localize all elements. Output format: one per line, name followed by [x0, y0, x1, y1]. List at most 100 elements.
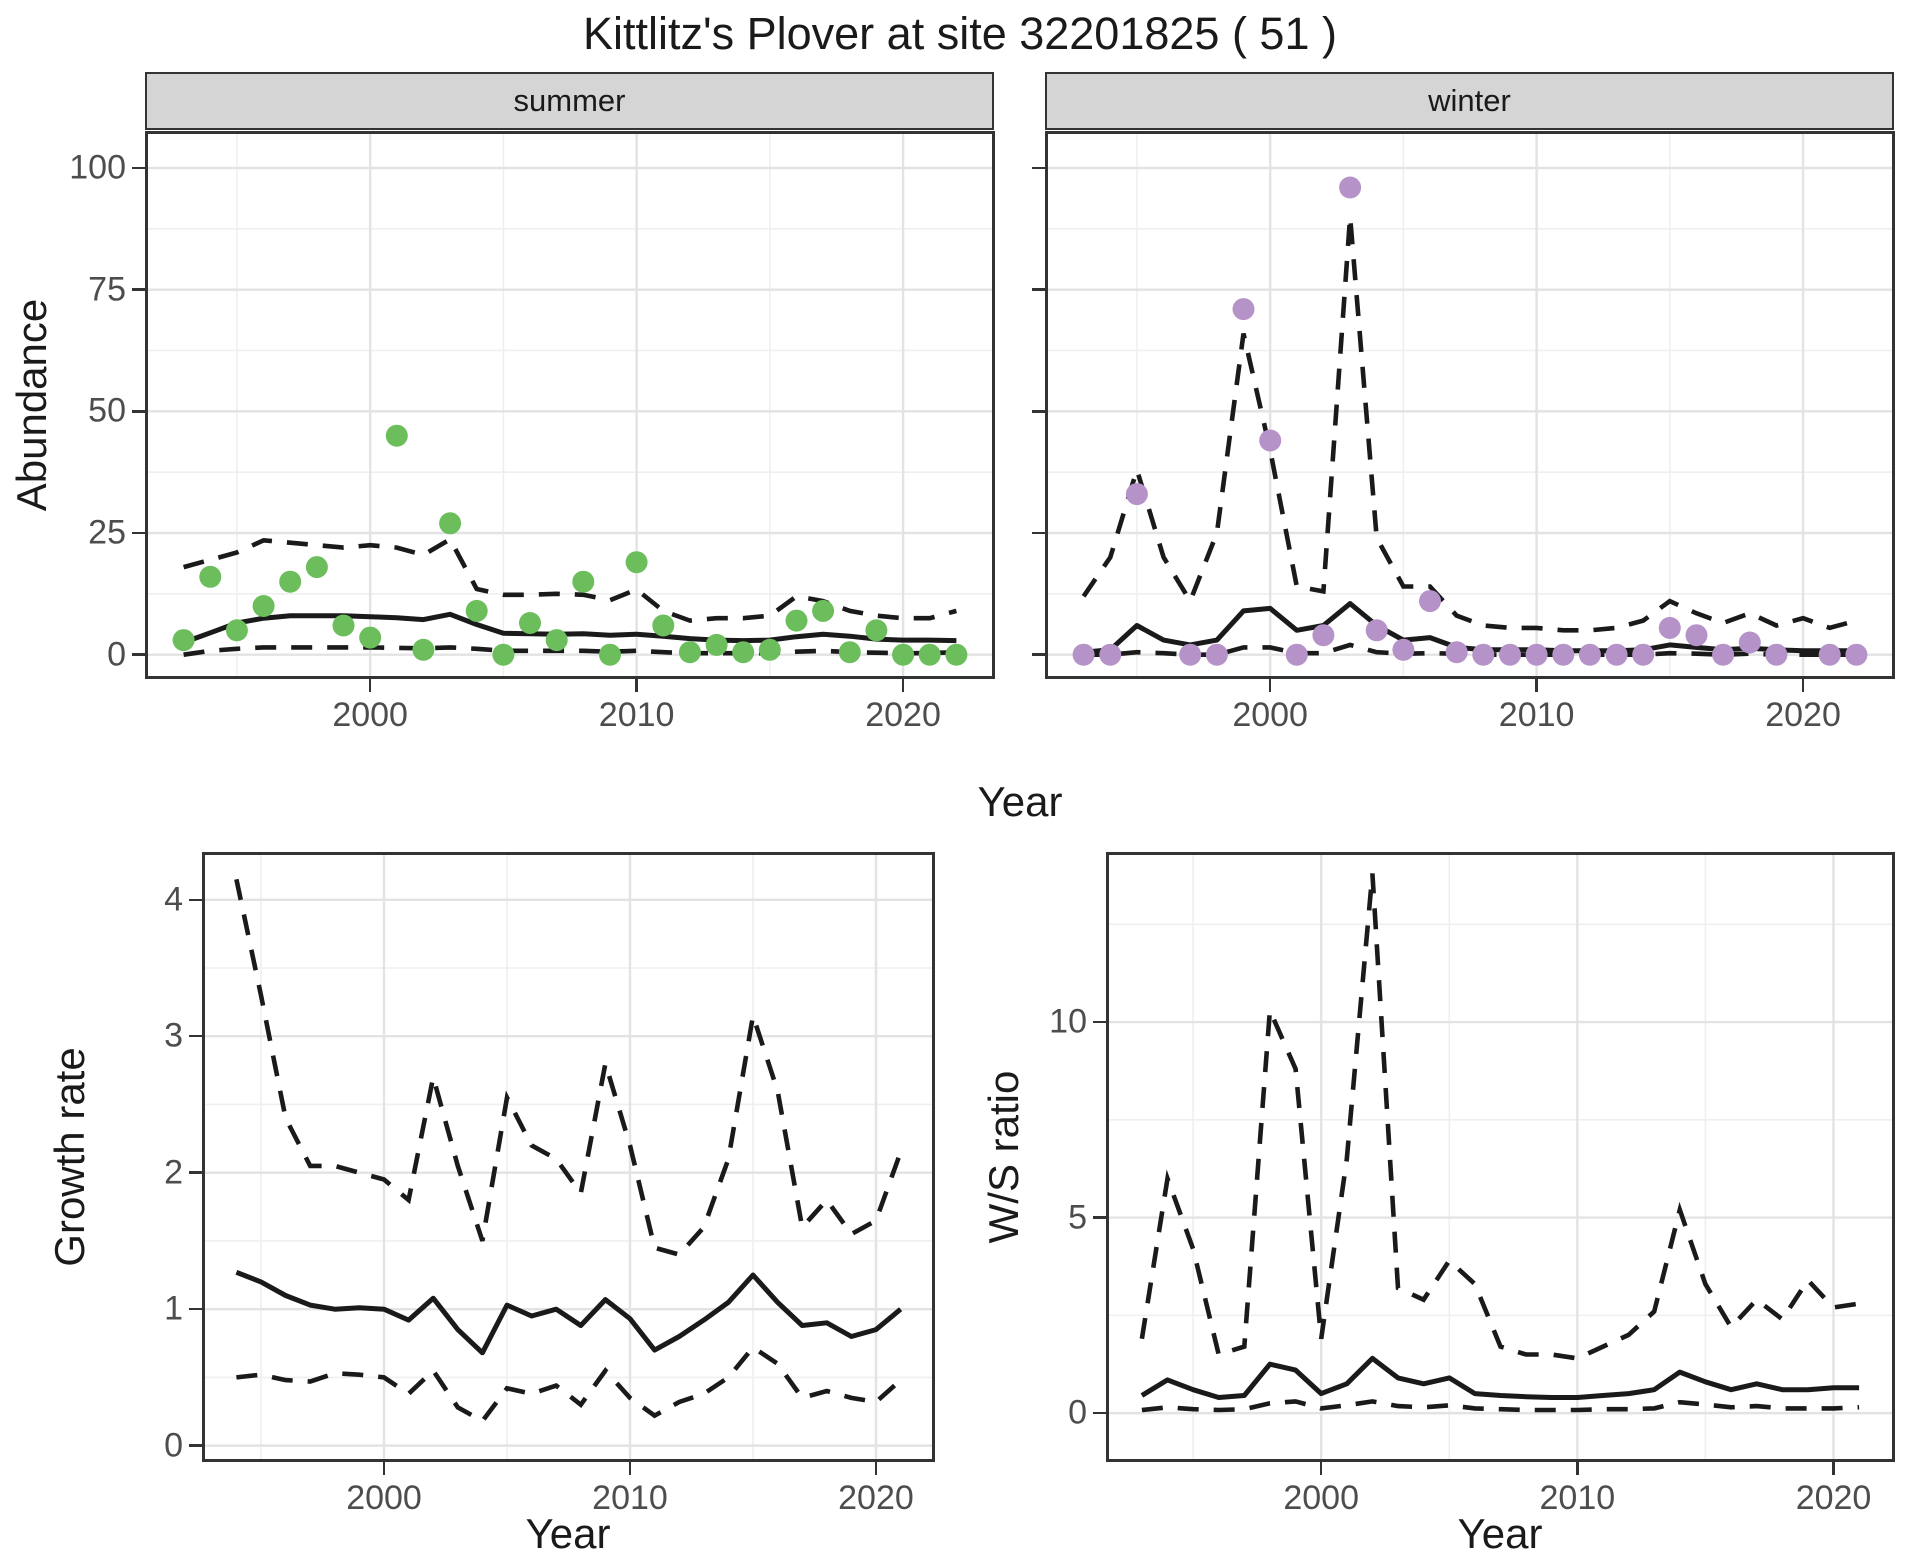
panel-abundance-winter — [1045, 131, 1895, 679]
observed-point — [1552, 643, 1575, 666]
observed-point — [1232, 298, 1255, 321]
y-tick-mark — [132, 531, 145, 535]
facet-strip-summer-label: summer — [513, 83, 626, 118]
observed-point — [1499, 643, 1521, 666]
y-tick-mark — [1093, 1216, 1106, 1219]
y-tick-mark — [1032, 531, 1045, 535]
median-line — [182, 611, 957, 645]
observed-point — [1392, 638, 1415, 661]
observed-point — [439, 512, 462, 535]
y-tick-mark — [1093, 1411, 1106, 1415]
y-tick-mark — [132, 288, 145, 291]
x-tick-mark — [1268, 679, 1272, 692]
x-tick-mark — [1801, 679, 1805, 692]
observed-point — [1365, 619, 1388, 642]
x-tick-label: 2010 — [598, 696, 675, 734]
observed-point — [279, 570, 302, 593]
median-line — [1140, 1355, 1860, 1400]
observed-point — [705, 633, 728, 656]
observed-point — [1179, 643, 1202, 666]
observed-point — [892, 643, 915, 666]
panel-growth-rate — [202, 852, 935, 1462]
observed-point — [1125, 483, 1148, 506]
observed-point — [732, 641, 755, 664]
observed-point — [492, 643, 515, 666]
observed-point — [1845, 643, 1868, 666]
x-tick-label: 2020 — [865, 696, 941, 734]
observed-point — [1419, 590, 1441, 613]
x-tick-label: 2000 — [332, 696, 408, 734]
observed-point — [305, 556, 328, 579]
observed-point — [465, 599, 488, 622]
panel-abundance-summer — [145, 131, 995, 679]
x-tick-label: 2020 — [1765, 696, 1841, 734]
top-x-axis-title: Year — [977, 778, 1063, 825]
y-tick-label: 10 — [1049, 1002, 1087, 1041]
observed-point — [1818, 643, 1841, 666]
observed-point — [1072, 643, 1095, 666]
observed-point — [199, 565, 222, 588]
ci-lower-line — [236, 1344, 903, 1425]
observed-point — [1712, 643, 1735, 666]
observed-point — [625, 551, 648, 574]
facet-strip-winter: winter — [1045, 72, 1894, 130]
observed-point — [359, 626, 382, 649]
y-tick-mark — [189, 1171, 202, 1174]
observed-point — [1738, 631, 1761, 654]
x-tick-label: 2020 — [838, 1479, 914, 1517]
observed-point — [225, 619, 248, 642]
observed-point — [758, 638, 781, 661]
observed-point — [1472, 643, 1495, 666]
y-tick-mark — [189, 1444, 202, 1447]
x-tick-mark — [628, 1462, 632, 1475]
observed-point — [1205, 643, 1228, 666]
observed-point — [865, 619, 888, 642]
observed-point — [945, 643, 968, 666]
y-tick-label: 0 — [164, 1426, 183, 1465]
observed-point — [652, 614, 675, 637]
observed-point — [678, 641, 701, 664]
observed-point — [519, 612, 541, 634]
observed-point — [1658, 616, 1681, 639]
chart-title: Kittlitz's Plover at site 32201825 ( 51 … — [583, 8, 1337, 59]
observed-point — [412, 638, 435, 661]
y-tick-mark — [189, 1307, 202, 1311]
y-tick-label: 5 — [1068, 1198, 1087, 1237]
observed-point — [812, 599, 835, 622]
observed-point — [1445, 641, 1468, 664]
y-tick-mark — [1032, 288, 1045, 291]
panel-ws-ratio — [1106, 852, 1895, 1462]
x-tick-label: 2000 — [1283, 1479, 1359, 1517]
observed-point — [572, 570, 595, 593]
panel-background — [1045, 131, 1895, 679]
y-tick-label: 2 — [164, 1153, 183, 1192]
observed-point — [1632, 643, 1655, 666]
x-tick-mark — [1832, 1462, 1835, 1475]
y-tick-mark — [1032, 166, 1045, 170]
y-tick-mark — [1032, 653, 1045, 656]
observed-point — [785, 609, 808, 632]
y-tick-mark — [1032, 410, 1045, 413]
y-tick-label: 0 — [1068, 1393, 1087, 1432]
y-tick-label: 4 — [164, 880, 183, 919]
panel-border — [145, 131, 995, 679]
x-tick-mark — [635, 679, 638, 692]
observed-point — [1605, 643, 1628, 666]
observed-point — [1259, 429, 1282, 452]
observed-point — [545, 629, 568, 652]
growth-x-axis-title: Year — [525, 1510, 611, 1557]
observed-point — [332, 614, 355, 637]
ci-upper-line — [1081, 216, 1858, 633]
y-tick-label: 3 — [164, 1016, 183, 1055]
observed-point — [838, 641, 861, 664]
y-tick-mark — [1093, 1020, 1106, 1024]
y-tick-label: 75 — [88, 270, 126, 309]
y-tick-label: 100 — [69, 148, 126, 187]
y-tick-mark — [132, 166, 145, 170]
y-tick-label: 50 — [88, 391, 126, 430]
observed-point — [1685, 624, 1708, 647]
observed-point — [1339, 176, 1362, 199]
observed-point — [1312, 624, 1335, 647]
observed-point — [1285, 643, 1308, 666]
